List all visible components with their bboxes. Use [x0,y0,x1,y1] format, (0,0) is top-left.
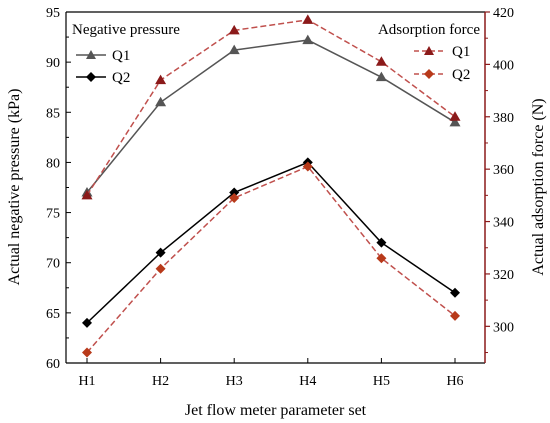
legend-q1-dashed-label: Q1 [452,44,470,60]
data-point-diamond-right [302,161,313,172]
x-axis-ticks: H1 H2 H3 H4 H5 H6 [78,358,464,389]
data-point-diamond-right [376,253,387,264]
data-point-diamond-right [229,192,240,203]
legend-right-title: Adsorption force [378,22,480,38]
data-point-triangle-left [375,71,387,82]
data-point-triangle-right [81,189,93,200]
left-y-tick-label: 60 [46,357,60,372]
data-point-triangle-right [228,24,240,35]
left-y-tick-label: 70 [46,257,60,272]
legend-negative-pressure: Negative pressure Q1 Q2 [72,22,180,86]
x-axis-title: Jet flow meter parameter set [185,402,367,419]
x-tick-label: H5 [373,374,390,389]
series-line-q1-left [86,39,456,193]
data-point-diamond-left [376,237,387,248]
right-y-tick-label: 340 [493,216,514,231]
data-point-triangle-right [302,14,314,24]
series-layer [81,14,461,358]
data-point-diamond-right [450,310,460,321]
data-point-diamond-left [82,317,92,328]
x-tick-label: H6 [446,374,463,389]
data-point-diamond-left [229,187,240,198]
right-y-tick-label: 300 [493,320,514,335]
data-point-diamond-left [450,287,460,298]
legend-q1-triangle-marker [86,50,96,59]
left-y-tick-label: 95 [46,6,60,21]
left-y-tick-label: 75 [46,207,60,222]
legend-q2-label: Q2 [112,70,130,86]
data-point-triangle-right [375,56,387,66]
right-y-tick-label: 320 [493,268,514,283]
x-tick-label: H4 [299,374,316,389]
data-point-diamond-right [155,263,166,274]
plot-frame [65,11,486,364]
data-point-triangle-right [449,111,461,121]
left-y-axis-title: Actual negative pressure (kPa) [6,89,23,286]
series-line-q2-right [86,165,456,354]
legend-q2-diamond-marker [86,72,96,82]
data-point-triangle-right [155,74,167,85]
left-y-tick-label: 80 [46,156,60,171]
legend-q1-dashed-triangle-marker [424,46,434,55]
series-line-q1-right [86,19,456,196]
legend-q2-dashed-label: Q2 [452,67,470,83]
left-y-tick-label: 65 [46,307,60,322]
right-y-tick-label: 420 [493,6,514,21]
x-tick-label: H1 [78,374,95,389]
legend-q2-dashed-diamond-marker [424,69,434,79]
data-point-triangle-left [155,96,167,107]
x-tick-label: H2 [152,374,169,389]
left-y-tick-label: 90 [46,56,60,71]
right-y-axis-ticks: 300 320 340 360 380 400 420 [485,6,514,354]
left-y-tick-label: 85 [46,106,60,121]
right-y-tick-label: 380 [493,111,514,126]
right-y-tick-label: 400 [493,58,514,73]
right-y-tick-label: 360 [493,163,514,178]
data-point-triangle-left [302,34,314,45]
data-point-diamond-left [155,247,166,258]
data-point-triangle-left [228,44,240,55]
legend-q1-label: Q1 [112,48,130,64]
series-line-q2-left [86,161,456,324]
data-point-diamond-right [82,347,92,358]
legend-adsorption-force: Adsorption force Q1 Q2 [378,22,480,83]
legend-left-title: Negative pressure [72,22,180,38]
data-point-triangle-left [449,116,461,127]
x-tick-label: H3 [226,374,243,389]
right-y-axis-title: Actual adsorption force (N) [530,98,547,275]
left-y-axis-ticks: 60 65 70 75 80 85 90 95 [46,6,71,372]
